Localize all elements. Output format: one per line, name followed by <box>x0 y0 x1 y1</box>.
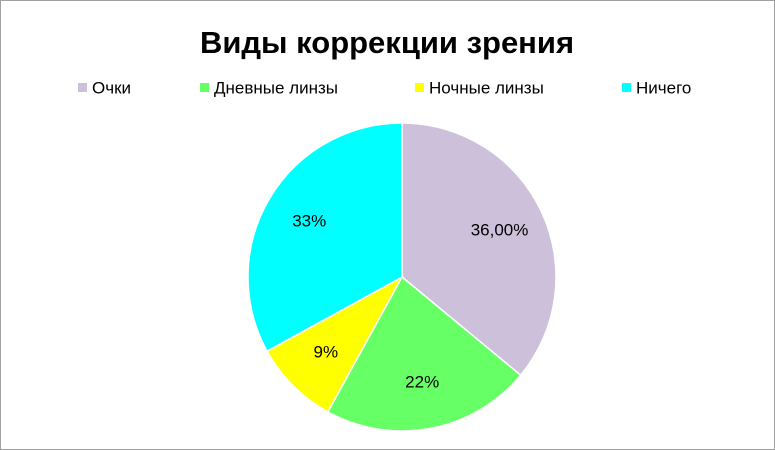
legend-swatch <box>622 83 631 92</box>
data-label: 33% <box>292 212 326 231</box>
legend-swatch <box>200 83 209 92</box>
legend-label: Дневные линзы <box>214 78 338 97</box>
legend-label: Ничего <box>636 78 691 97</box>
legend-swatch <box>415 83 424 92</box>
legend-swatch <box>78 83 87 92</box>
data-label: 22% <box>405 372 439 391</box>
chart-title: Виды коррекции зрения <box>200 25 574 60</box>
legend-label: Очки <box>92 78 131 97</box>
data-label: 9% <box>313 343 338 362</box>
pie-slice <box>247 122 403 353</box>
pie-slice <box>401 122 557 377</box>
pie-slice <box>266 275 404 413</box>
legend-label: Ночные линзы <box>429 78 544 97</box>
pie-slice <box>326 275 522 432</box>
data-label: 36,00% <box>471 221 529 240</box>
